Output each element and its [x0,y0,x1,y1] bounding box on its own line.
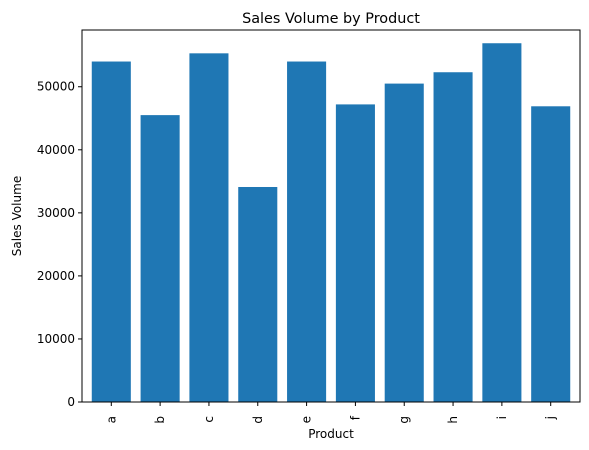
x-tick-label-b: b [153,416,167,424]
bar-g [384,83,424,402]
y-tick-label-20000: 20000 [37,269,75,283]
y-tick-label-0: 0 [67,395,75,409]
bar-e [287,61,327,403]
x-axis-label: Product [308,427,354,441]
y-tick-label-30000: 30000 [37,206,75,220]
bar-a [91,61,131,403]
x-tick-label-e: e [300,416,314,423]
bar-f [335,104,375,403]
bar-c [189,53,229,403]
bars-group [91,43,571,403]
x-tick-label-a: a [104,416,118,423]
x-tick-label-f: f [348,415,362,420]
x-tick-label-c: c [202,416,216,423]
x-tick-label-i: i [495,416,509,419]
y-tick-label-40000: 40000 [37,143,75,157]
chart-title: Sales Volume by Product [242,11,420,27]
y-tick-label-50000: 50000 [37,80,75,94]
x-axis: a b c d e f g h i j [104,402,558,424]
bar-h [433,72,473,402]
bar-d [238,186,278,402]
x-tick-label-g: g [397,416,411,424]
x-tick-label-h: h [446,416,460,424]
plot-frame [81,29,581,403]
y-axis: 0 10000 20000 30000 40000 50000 [37,80,82,409]
x-tick-label-d: d [251,416,265,424]
bar-b [140,115,180,402]
bar-j [531,106,571,402]
x-tick-label-j: j [544,416,558,420]
bar-i [482,43,522,403]
y-tick-label-10000: 10000 [37,332,75,346]
y-axis-label: Sales Volume [10,176,24,256]
